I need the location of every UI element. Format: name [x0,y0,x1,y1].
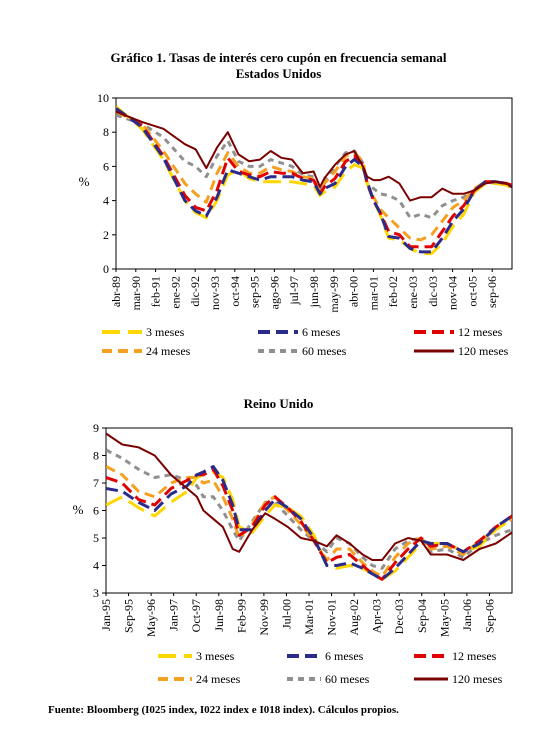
x-tick-label: ago-96 [267,276,281,309]
y-tick-label: 2 [103,228,109,242]
series-line-12-meses [116,108,512,249]
x-tick-label: Sep-06 [482,599,496,633]
x-tick-label: Jan-97 [167,599,181,631]
x-tick-label: abr-89 [109,276,123,307]
y-tick-label: 8 [93,449,99,463]
figure-title: Gráfico 1. Tasas de interés cero cupón e… [110,50,447,65]
x-tick-label: mar-01 [366,276,380,310]
series-line-120-meses [106,432,512,561]
y-tick-label: 8 [103,125,109,139]
x-tick-label: may-99 [327,276,341,313]
x-tick-label: Jan-95 [99,599,113,631]
x-tick-label: Apr-03 [370,599,384,633]
legend-label: 24 meses [196,672,241,686]
y-tick-label: 9 [93,421,99,435]
legend-label: 3 meses [196,649,235,663]
x-tick-label: Mar-01 [302,599,316,635]
y-tick-label: 10 [97,91,109,105]
y-tick-label: 6 [103,159,109,173]
chart-2-title: Reino Unido [243,396,314,411]
y-tick-label: 0 [103,262,109,276]
series-line-6-meses [116,107,512,254]
source-note: Fuente: Bloomberg (I025 index, I022 inde… [48,704,399,716]
y-tick-label: 3 [93,586,99,600]
legend-label: 120 meses [452,672,503,686]
y-tick-label: 6 [93,504,99,518]
x-tick-label: jul-97 [287,276,301,306]
y-tick-label: 4 [103,194,109,208]
chart-2: 3 4 5 6 7 8 9% Jan-95 Sep-95 May-96 Jan-97 Oct-97 Ju… [73,421,513,686]
series-line-60-meses [116,113,512,220]
x-tick-label: nov-93 [208,276,222,310]
x-tick-label: Jul-00 [279,599,293,629]
plot-frame [105,427,513,594]
x-tick-label: Nov-99 [257,599,271,636]
x-tick-label: Sep-95 [122,599,136,633]
y-tick-label: 4 [93,559,99,573]
legend-label: 24 meses [146,344,191,358]
legend-label: 3 meses [146,325,185,339]
y-axis-label: % [73,502,84,517]
x-tick-label: Oct-97 [189,599,203,632]
chart-1-title: Estados Unidos [235,66,322,81]
chart-1: 0 2 4 6 8 10% abr-89 mar-90 feb-91 ene-92 dic-92 no… [79,91,513,358]
x-tick-label: ene-03 [406,276,420,309]
series-line-24-meses [116,110,512,242]
x-tick-label: Jan-06 [460,599,474,631]
x-tick-label: Feb-99 [234,599,248,633]
x-tick-label: Sep-04 [415,599,429,633]
x-tick-label: nov-04 [446,276,460,310]
x-tick-label: Aug-02 [347,599,361,636]
series-line-24-meses [106,465,512,578]
x-tick-label: sep-95 [248,276,262,308]
y-tick-label: 5 [93,531,99,545]
x-tick-label: Jun-98 [212,599,226,632]
x-tick-label: dic-92 [188,276,202,307]
x-tick-label: dic-03 [426,276,440,307]
legend-label: 120 meses [458,344,509,358]
legend-label: 12 meses [458,325,503,339]
legend-label: 60 meses [302,344,347,358]
x-tick-label: abr-00 [347,276,361,307]
x-tick-label: Dec-03 [392,599,406,634]
series-line-60-meses [106,448,512,570]
x-tick-label: Nov-01 [325,599,339,636]
x-tick-label: mar-90 [129,276,143,310]
legend-label: 12 meses [452,649,497,663]
x-tick-label: May-05 [437,599,451,637]
series-line-12-meses [106,467,512,581]
x-tick-label: feb-91 [149,276,163,307]
y-tick-label: 7 [93,476,99,490]
x-tick-label: feb-02 [386,276,400,307]
x-tick-label: oct-94 [228,276,242,307]
x-tick-label: jun-98 [307,276,321,308]
x-tick-label: sep-06 [485,276,499,308]
legend-label: 6 meses [325,649,364,663]
series-line-6-meses [106,465,512,581]
x-tick-label: May-96 [144,599,158,637]
legend-label: 6 meses [302,325,341,339]
x-tick-label: oct-05 [465,276,479,307]
legend-label: 60 meses [325,672,370,686]
x-tick-label: ene-92 [168,276,182,309]
y-axis-label: % [79,174,90,189]
series-line-120-meses [116,110,512,202]
